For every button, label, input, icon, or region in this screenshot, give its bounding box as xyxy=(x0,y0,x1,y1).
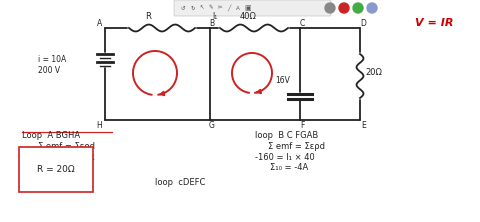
Text: Σ₁₀ = -4A: Σ₁₀ = -4A xyxy=(270,163,308,172)
Text: ▣: ▣ xyxy=(245,5,252,11)
Text: ✎: ✎ xyxy=(209,6,213,10)
Text: -160 = I₁ × 40: -160 = I₁ × 40 xyxy=(255,153,315,162)
Text: R: R xyxy=(145,12,151,21)
Text: 20Ω: 20Ω xyxy=(365,67,382,77)
Text: H: H xyxy=(96,121,102,129)
Text: G: G xyxy=(209,121,215,129)
Circle shape xyxy=(325,3,335,13)
Text: A: A xyxy=(236,6,240,10)
Text: i = 10A: i = 10A xyxy=(38,55,66,64)
Text: ╱: ╱ xyxy=(228,4,230,12)
Text: D: D xyxy=(360,20,366,28)
Circle shape xyxy=(367,3,377,13)
Text: ✂: ✂ xyxy=(218,6,222,10)
Text: R = 20Ω: R = 20Ω xyxy=(37,165,74,174)
Circle shape xyxy=(339,3,349,13)
Text: Σ emf = Σερd: Σ emf = Σερd xyxy=(268,142,325,151)
Text: I₁: I₁ xyxy=(212,12,217,21)
Text: loop  B C FGAB: loop B C FGAB xyxy=(255,131,318,140)
Text: F: F xyxy=(300,121,304,129)
Text: V = IR: V = IR xyxy=(415,18,454,28)
Text: B: B xyxy=(209,20,215,28)
Text: ↻: ↻ xyxy=(191,6,195,10)
Text: E: E xyxy=(361,121,366,129)
Circle shape xyxy=(353,3,363,13)
Text: 200v  = 10 ×R: 200v = 10 ×R xyxy=(33,153,95,162)
Text: 200 V: 200 V xyxy=(38,66,60,75)
Text: C: C xyxy=(300,20,305,28)
Text: 40Ω: 40Ω xyxy=(240,12,256,21)
Text: A: A xyxy=(97,20,103,28)
Text: ↺: ↺ xyxy=(180,6,185,10)
Text: R = 20Ω: R = 20Ω xyxy=(37,165,74,174)
Text: Σ emf = Σερd: Σ emf = Σερd xyxy=(38,142,95,151)
FancyBboxPatch shape xyxy=(174,0,331,16)
Text: 16V: 16V xyxy=(275,75,290,85)
Text: Loop  A BGHA: Loop A BGHA xyxy=(22,131,80,140)
Text: loop  cDEFC: loop cDEFC xyxy=(155,178,205,187)
Text: ↖: ↖ xyxy=(200,6,204,10)
